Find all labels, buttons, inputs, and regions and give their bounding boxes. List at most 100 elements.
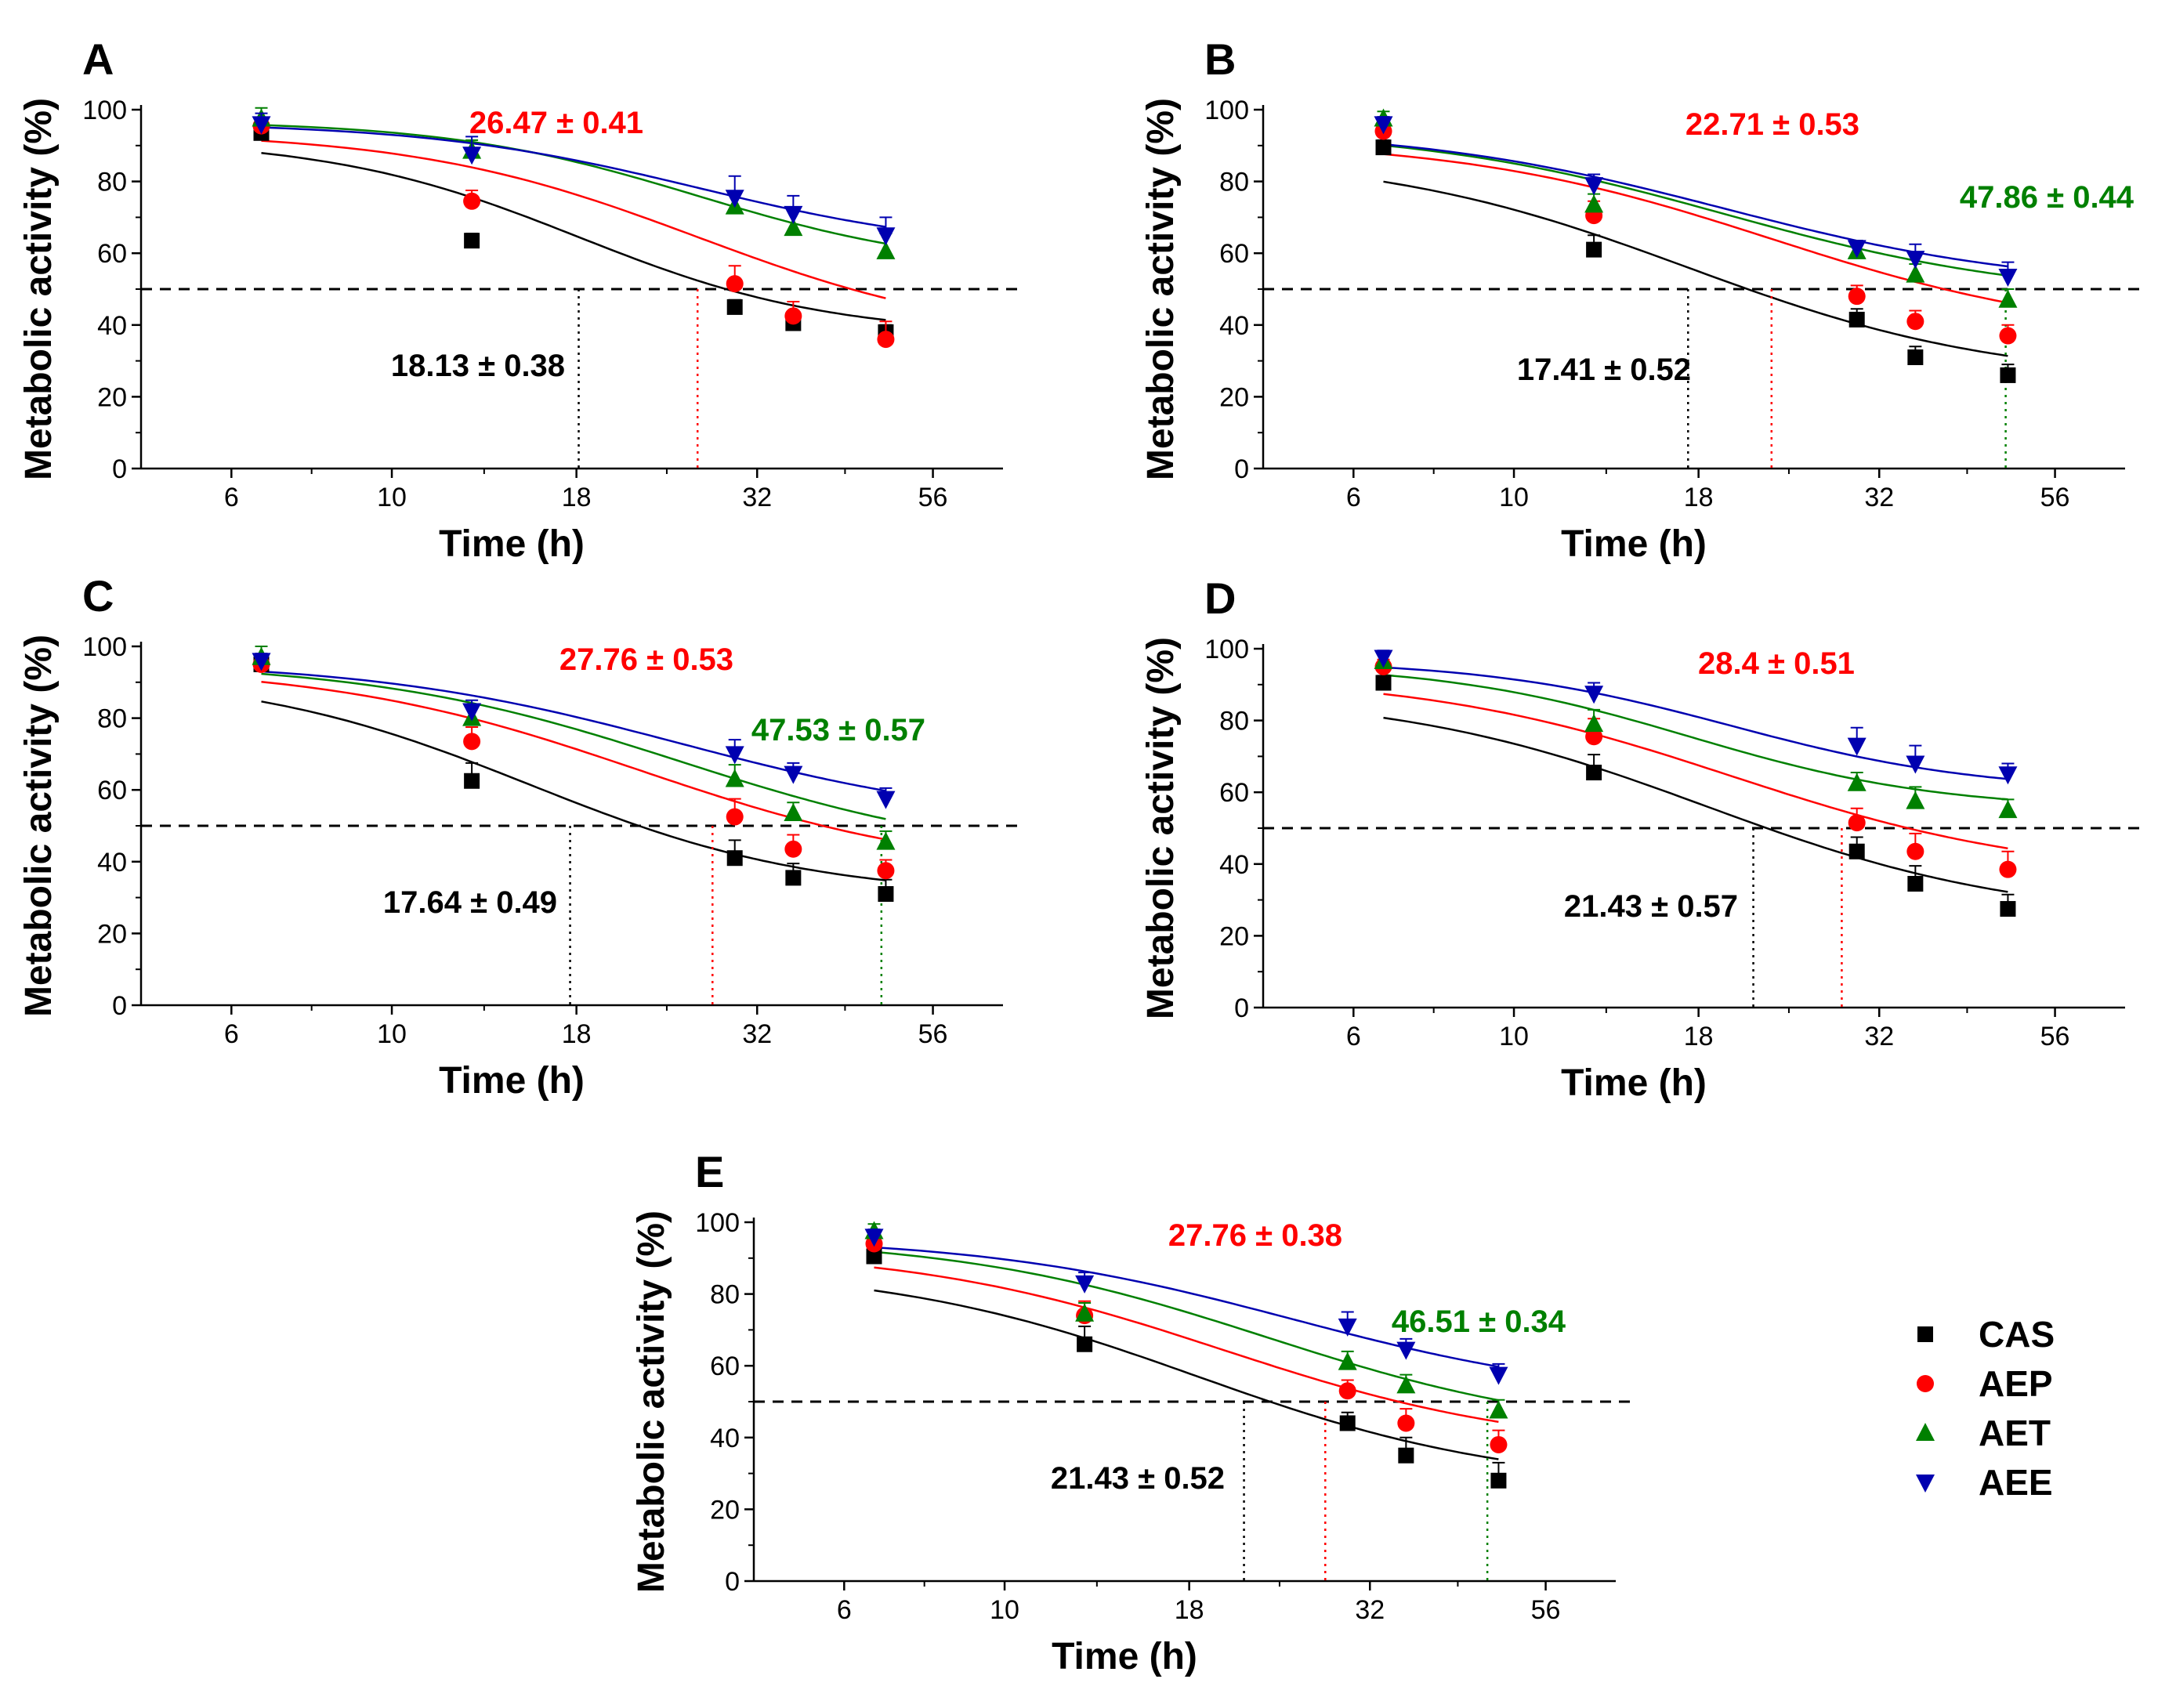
- x-tick-label: 56: [2040, 483, 2070, 512]
- y-tick-label: 60: [1219, 778, 1249, 808]
- data-point-aep: [1906, 842, 1924, 860]
- x-tick-label: 10: [990, 1595, 1019, 1625]
- fit-curve-aep: [1383, 153, 2008, 304]
- data-point-cas: [464, 773, 480, 789]
- data-point-cas: [785, 870, 802, 886]
- y-tick-label: 0: [1234, 993, 1249, 1023]
- y-tick-label: 80: [97, 704, 127, 734]
- fit-curve-cas: [261, 152, 886, 321]
- y-tick-label: 20: [1219, 382, 1249, 412]
- fit-curve-aee: [1383, 666, 2008, 780]
- data-point-aee: [1396, 1341, 1416, 1360]
- data-point-aee: [1847, 240, 1867, 259]
- data-point-cas: [1339, 1415, 1356, 1431]
- data-point-aee: [876, 791, 896, 809]
- y-tick-label: 0: [1234, 454, 1249, 484]
- y-tick-label: 0: [725, 1567, 740, 1597]
- data-point-aet: [876, 241, 896, 259]
- data-point-cas: [1375, 139, 1392, 156]
- panel-letter: D: [1204, 574, 1236, 623]
- y-tick-label: 0: [112, 991, 127, 1021]
- data-point-aet: [1584, 194, 1604, 213]
- x-tick-label: 18: [1684, 483, 1714, 512]
- fit-curve-cas: [1383, 180, 2008, 357]
- fit-curve-aep: [874, 1266, 1499, 1424]
- data-point-aep: [1848, 288, 1866, 306]
- fit-curve-aep: [1383, 693, 2008, 850]
- data-point-aep: [726, 808, 744, 826]
- y-tick-label: 20: [97, 382, 127, 412]
- data-point-aet: [1906, 791, 1925, 809]
- data-point-aee: [462, 703, 482, 722]
- x-tick-label: 10: [1499, 483, 1529, 512]
- x-tick-label: 18: [562, 1019, 592, 1049]
- chart-panel-e: E 0 20 40 60 80 100 6 10 18 32 56 Metabolic activity…: [631, 1147, 1631, 1677]
- x-tick-label: 32: [742, 1019, 772, 1049]
- data-point-aee: [1906, 755, 1925, 774]
- data-point-aep: [726, 275, 744, 293]
- data-point-aee: [1489, 1366, 1508, 1385]
- data-point-aep: [1585, 728, 1603, 746]
- data-point-cas: [1907, 875, 1924, 892]
- data-point-cas: [1375, 675, 1392, 691]
- data-point-cas: [878, 886, 894, 903]
- x-tick-label: 18: [1684, 1022, 1714, 1051]
- data-point-aet: [1998, 800, 2018, 819]
- data-point-aee: [725, 746, 744, 765]
- x-tick-label: 32: [742, 483, 772, 512]
- y-tick-label: 60: [710, 1352, 740, 1381]
- x-axis-title: Time (h): [1561, 523, 1707, 565]
- y-tick-label: 60: [97, 239, 127, 269]
- panel-letter: C: [82, 571, 114, 621]
- data-point-aep: [784, 840, 802, 858]
- data-point-aep: [463, 192, 481, 210]
- data-point-aet: [1847, 773, 1867, 791]
- legend-marker-aet: [1916, 1423, 1935, 1441]
- data-point-aep: [1906, 313, 1924, 331]
- y-tick-label: 40: [97, 311, 127, 341]
- y-tick-label: 40: [710, 1424, 740, 1453]
- data-point-aet: [1075, 1303, 1095, 1322]
- chart-panel-a: A 0 20 40 60 80 100 6 10 18 32 56 Metabolic activity…: [18, 34, 1019, 565]
- legend-label-aep: AEP: [1979, 1363, 2053, 1404]
- x-tick-label: 18: [1175, 1595, 1204, 1625]
- y-tick-label: 60: [1219, 239, 1249, 269]
- y-tick-label: 20: [1219, 921, 1249, 951]
- panel-letter: B: [1204, 34, 1236, 84]
- fit-curve-aet: [261, 672, 886, 820]
- x-tick-label: 56: [2040, 1022, 2070, 1051]
- y-tick-label: 80: [97, 168, 127, 197]
- x-tick-label: 10: [377, 483, 407, 512]
- ec50-label: 18.13 ± 0.38: [391, 349, 565, 383]
- data-point-cas: [726, 850, 743, 867]
- fit-curve-aee: [874, 1246, 1499, 1368]
- y-axis-title: Metabolic activity (%): [1140, 637, 1182, 1019]
- ec50-label: 47.53 ± 0.57: [751, 713, 925, 747]
- legend-label-aet: AET: [1979, 1413, 2051, 1453]
- data-point-aep: [877, 331, 895, 349]
- data-point-aee: [784, 765, 803, 784]
- data-point-aee: [1998, 268, 2018, 287]
- fit-curve-aet: [261, 124, 886, 245]
- data-point-cas: [1398, 1447, 1414, 1464]
- y-tick-label: 0: [112, 454, 127, 484]
- panel-letter: E: [695, 1147, 724, 1196]
- x-tick-label: 32: [1864, 483, 1894, 512]
- data-point-aee: [1847, 737, 1867, 756]
- y-axis-title: Metabolic activity (%): [18, 635, 60, 1017]
- data-point-cas: [1907, 349, 1924, 366]
- data-point-aep: [1397, 1414, 1415, 1432]
- data-point-aep: [1999, 327, 2017, 345]
- data-point-aee: [1584, 686, 1604, 704]
- y-tick-label: 100: [1204, 635, 1249, 664]
- x-axis-title: Time (h): [439, 1060, 585, 1102]
- fit-curve-aet: [1383, 144, 2008, 277]
- data-point-cas: [1848, 311, 1865, 327]
- data-point-aee: [1906, 251, 1925, 270]
- data-point-aet: [1489, 1400, 1508, 1419]
- ec50-label: 22.71 ± 0.53: [1685, 107, 1859, 142]
- data-point-aee: [876, 227, 896, 246]
- chart-panel-d: D 0 20 40 60 80 100 6 10 18 32 56 Metabolic activity…: [1140, 574, 2141, 1104]
- y-tick-label: 40: [97, 848, 127, 878]
